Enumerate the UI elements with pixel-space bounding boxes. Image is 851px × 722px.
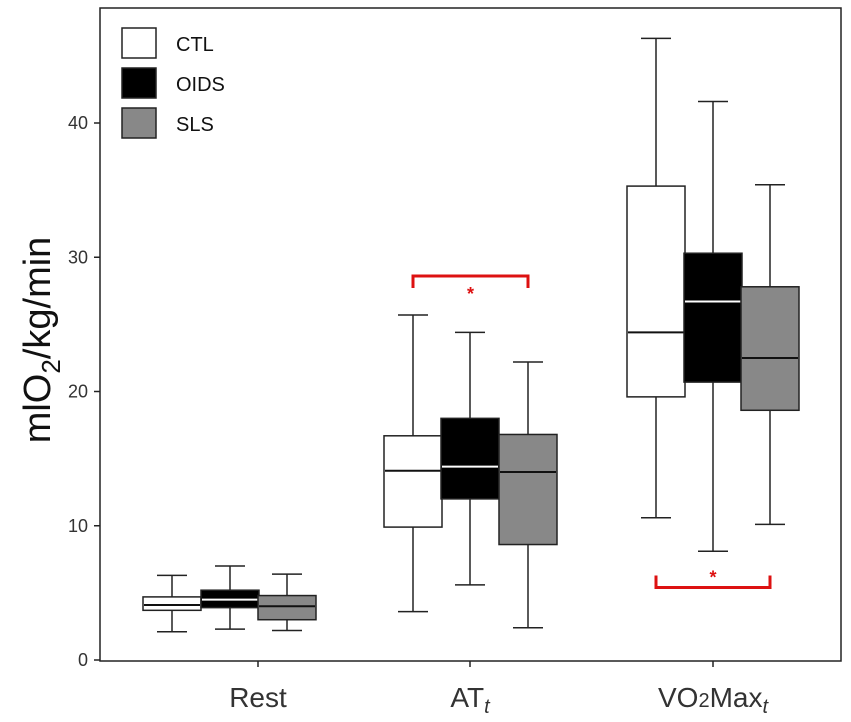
x-category-label-main: VO	[658, 682, 698, 713]
box-iqr	[626, 185, 686, 398]
legend-label: OIDS	[176, 74, 225, 96]
x-axis: Rest ATt VO2Maxt	[229, 661, 769, 718]
box-iqr	[498, 433, 558, 546]
box-oids-0	[200, 565, 260, 630]
x-category-label: ATt	[450, 682, 491, 718]
x-category-label: Rest	[229, 682, 287, 713]
box-ctl-0	[142, 574, 202, 633]
significance-bracket-1: *	[654, 568, 772, 590]
y-tick-label: 10	[68, 516, 88, 536]
significance-layer: **	[411, 274, 772, 590]
legend-item-ctl: CTL	[121, 27, 214, 59]
y-axis: 0 10 20 30 40	[68, 113, 100, 670]
x-category-label-italic-subscript: t	[484, 696, 491, 718]
legend-label: CTL	[176, 34, 214, 56]
box-iqr	[257, 594, 317, 621]
bracket-line	[411, 274, 530, 289]
legend-swatch	[121, 107, 157, 139]
significance-bracket-0: *	[411, 274, 530, 304]
box-sls-2	[740, 184, 800, 526]
y-axis-label-subscript: 2	[36, 359, 66, 373]
x-category-label-italic-subscript: t	[762, 696, 769, 718]
x-category-label-main: AT	[450, 682, 484, 713]
box-iqr	[440, 417, 500, 500]
y-tick-label: 0	[78, 650, 88, 670]
box-iqr	[683, 252, 743, 383]
legend-swatch	[121, 67, 157, 99]
y-tick-label: 40	[68, 113, 88, 133]
box-ctl-1	[383, 314, 443, 613]
y-tick-label: 20	[68, 382, 88, 402]
box-iqr	[383, 435, 443, 528]
significance-star: *	[467, 284, 474, 304]
x-category-label-main: Rest	[229, 682, 287, 713]
legend-label: SLS	[176, 114, 214, 136]
bracket-line	[654, 575, 772, 590]
significance-star: *	[709, 568, 716, 588]
box-oids-1	[440, 331, 500, 586]
box-sls-1	[498, 361, 558, 629]
legend-item-oids: OIDS	[121, 67, 225, 99]
y-axis-label: mlO2/kg/min	[17, 237, 66, 444]
x-category-label-part2: Max	[710, 682, 763, 713]
y-tick-label: 30	[68, 247, 88, 267]
box-oids-2	[683, 100, 743, 553]
boxes-layer	[142, 37, 800, 633]
box-ctl-2	[626, 37, 686, 519]
box-iqr	[740, 286, 800, 412]
legend-swatch	[121, 27, 157, 59]
x-category-label: VO2Maxt	[658, 682, 770, 718]
box-sls-0	[257, 573, 317, 632]
x-category-label-subscript: 2	[698, 690, 709, 712]
y-axis-label-suffix: /kg/min	[17, 237, 59, 359]
legend-item-sls: SLS	[121, 107, 214, 139]
box-iqr	[142, 596, 202, 612]
legend: CTL OIDS SLS	[121, 27, 225, 139]
